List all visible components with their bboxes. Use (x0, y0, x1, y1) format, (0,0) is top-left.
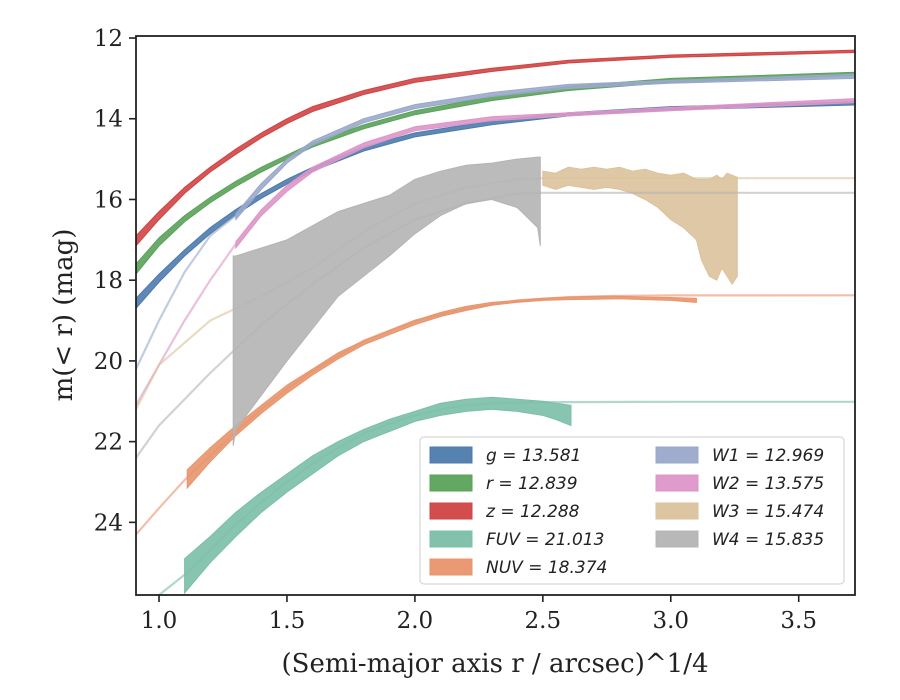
y-tick-label: 14 (94, 107, 123, 133)
legend-label-z: z = 12.288 (485, 502, 580, 522)
legend-swatch-g (429, 446, 473, 464)
x-tick-label: 2.0 (397, 608, 434, 634)
legend-swatch-w3 (655, 502, 699, 520)
legend: g = 13.581 r = 12.839 z = 12.288 FUV = 21.0… (419, 436, 845, 585)
series-fuv-band (184, 396, 572, 595)
legend-swatch-nuv (429, 558, 473, 576)
legend-label-fuv: FUV = 21.013 (486, 530, 604, 550)
legend-label-nuv: NUV = 18.374 (486, 558, 607, 578)
x-tick-label: 1.5 (269, 608, 306, 634)
legend-label-r: r = 12.839 (486, 474, 578, 494)
x-tick-label: 3.5 (780, 608, 817, 634)
legend-label-g: g = 13.581 (486, 446, 581, 466)
series-layer (136, 49, 855, 595)
legend-label-w3: W3 = 15.474 (712, 502, 824, 522)
series-r-band (136, 71, 855, 275)
plot-frame (135, 35, 856, 596)
legend-box (419, 436, 845, 585)
series-w4-band (232, 156, 541, 446)
series-w2-band (235, 98, 855, 250)
x-tick-label: 1.0 (141, 608, 178, 634)
legend-label-w1: W1 = 12.969 (712, 446, 824, 466)
x-tick-label: 3.0 (652, 608, 689, 634)
series-w1-band (235, 73, 855, 221)
legend-swatch-z (429, 502, 473, 520)
legend-swatch-fuv (429, 530, 473, 548)
legend-swatch-w2 (655, 474, 699, 492)
series-z-band (136, 49, 855, 247)
y-tick-label: 24 (94, 510, 123, 536)
y-tick-label: 22 (94, 430, 123, 456)
y-tick-label: 18 (94, 268, 123, 294)
x-axis-title: (Semi-major axis r / arcsec)^1/4 (281, 649, 708, 679)
series-w1-line (136, 214, 237, 370)
legend-swatch-r (429, 474, 473, 492)
x-tick-label: 2.5 (525, 608, 562, 634)
y-tick-label: 12 (94, 26, 123, 52)
axes-layer: 1.0 1.5 2.0 2.5 3.0 3.5 12 14 16 18 20 22 24 (94, 26, 817, 634)
legend-swatch-w4 (655, 530, 699, 548)
y-axis-title: m(< r) (mag) (49, 229, 79, 402)
y-tick-label: 20 (94, 349, 123, 375)
legend-swatch-w1 (655, 446, 699, 464)
legend-label-w2: W2 = 13.575 (712, 474, 824, 494)
series-w3-band (542, 166, 738, 286)
series-nuv-band (186, 295, 697, 490)
legend-label-w4: W4 = 15.835 (712, 530, 824, 550)
y-tick-label: 16 (94, 187, 123, 213)
